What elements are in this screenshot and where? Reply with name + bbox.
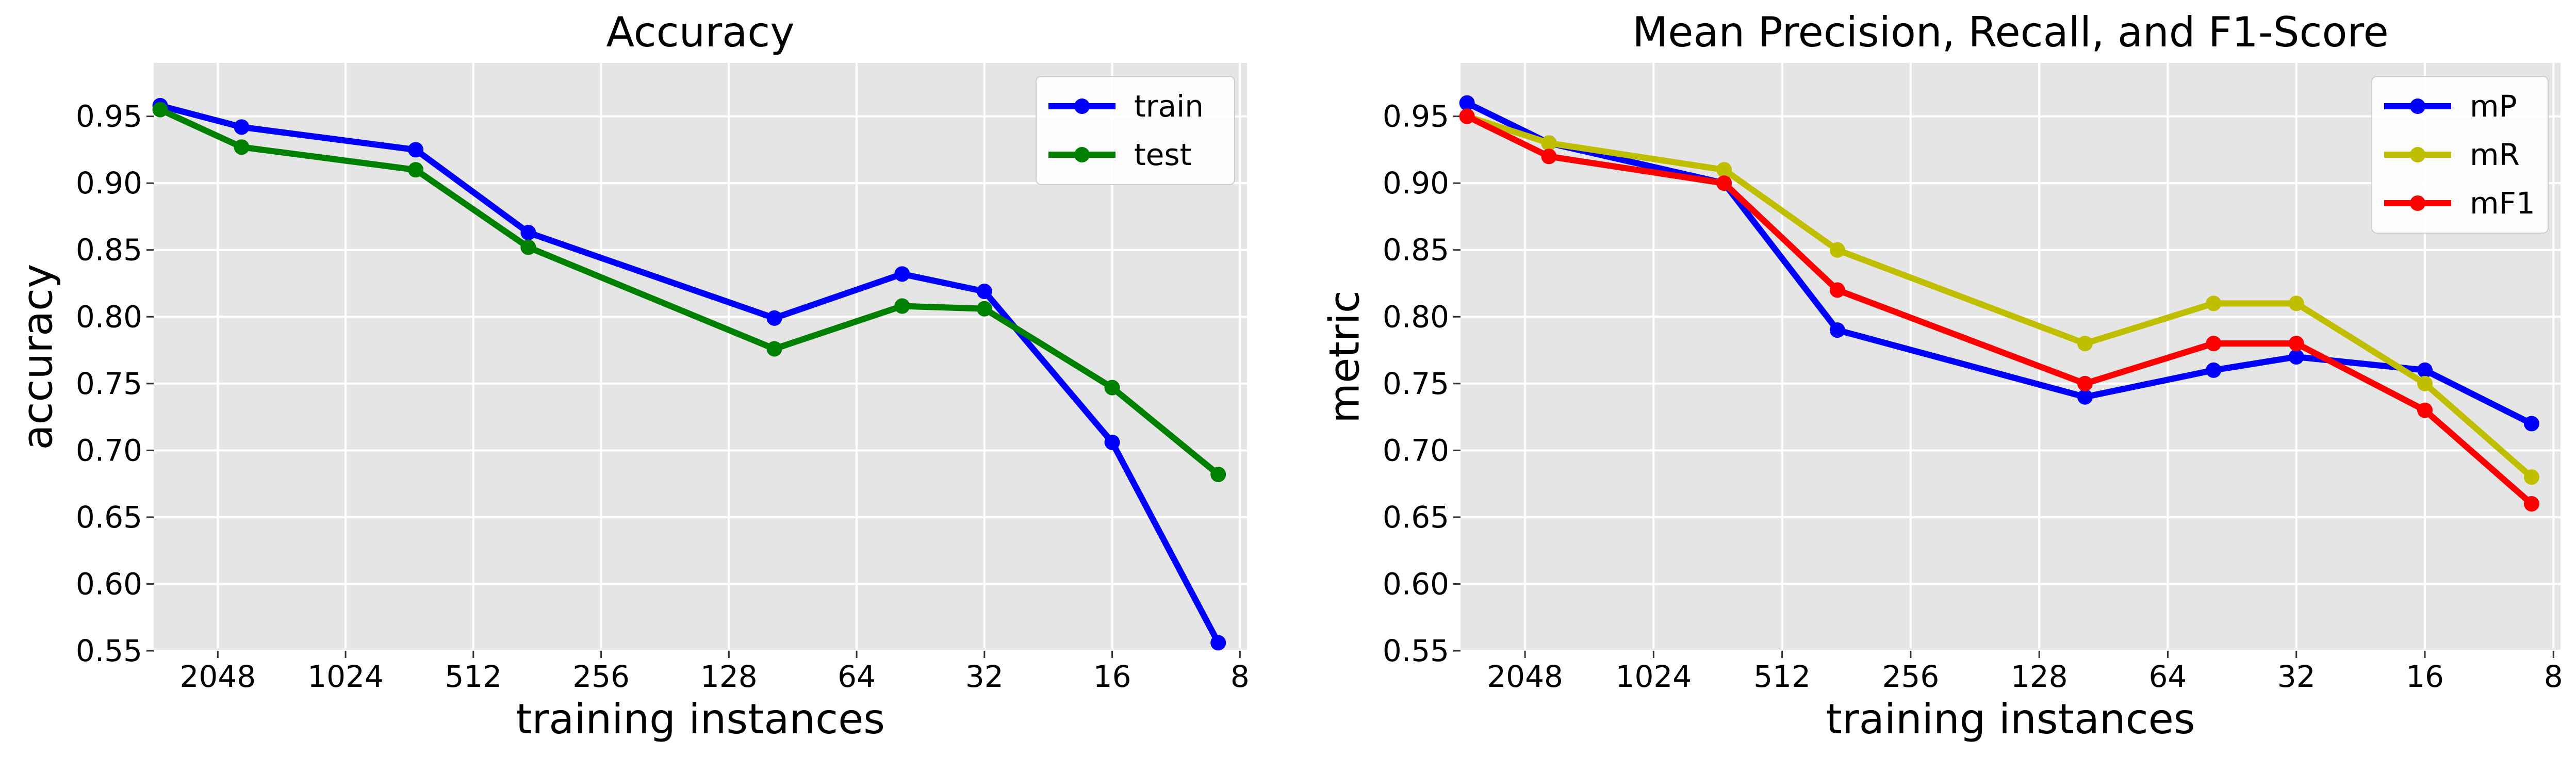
data-point-test	[520, 239, 536, 255]
data-point-train	[234, 119, 250, 135]
legend-label-mR: mR	[2470, 137, 2520, 172]
data-point-train	[520, 225, 536, 241]
y-tick-label: 0.55	[1383, 633, 1449, 668]
y-tick-label: 0.70	[76, 433, 142, 468]
data-point-train	[408, 142, 424, 158]
data-point-mP	[1829, 322, 1845, 338]
x-tick-label: 64	[2149, 659, 2187, 694]
x-tick-label: 256	[1882, 659, 1940, 694]
x-tick-label: 512	[445, 659, 502, 694]
data-point-mR	[2077, 336, 2093, 352]
legend-marker-mP	[2410, 98, 2425, 114]
x-axis-label: training instances	[1826, 695, 2195, 743]
y-tick-label: 0.65	[76, 500, 142, 535]
data-point-mP	[2077, 389, 2093, 405]
data-point-mF1	[1459, 108, 1475, 124]
legend-box	[2371, 76, 2549, 234]
data-point-mF1	[1541, 149, 1557, 164]
y-tick-label: 0.85	[76, 233, 142, 268]
data-point-mP	[1459, 95, 1475, 111]
x-tick-label: 8	[1230, 659, 1250, 694]
legend-label-test: test	[1134, 137, 1191, 172]
data-point-train	[766, 310, 782, 326]
y-tick-label: 0.70	[1383, 433, 1449, 468]
y-tick-label: 0.65	[1383, 500, 1449, 535]
data-point-test	[1210, 467, 1226, 482]
y-tick-label: 0.60	[1383, 566, 1449, 601]
data-point-mP	[2523, 416, 2539, 432]
data-point-train	[1210, 635, 1226, 651]
legend-marker-mF1	[2410, 195, 2425, 211]
x-tick-label: 1024	[307, 659, 384, 694]
x-tick-label: 128	[2011, 659, 2068, 694]
data-point-mP	[2206, 362, 2222, 378]
data-point-mR	[1541, 135, 1557, 151]
x-axis-label: training instances	[516, 695, 885, 743]
legend-label-mP: mP	[2470, 89, 2517, 124]
x-tick-label: 1024	[1616, 659, 1692, 694]
x-tick-label: 16	[1093, 659, 1131, 694]
data-point-test	[976, 301, 992, 317]
y-tick-label: 0.55	[76, 633, 142, 668]
data-point-mR	[1716, 162, 1732, 178]
precision-recall-f1-chart: 0.55 0.60 0.65 0.70 0.75 0.80 0.85 0.90 0.95 2048…	[1321, 8, 2563, 743]
data-point-mP	[2417, 362, 2433, 378]
x-tick-label: 128	[700, 659, 758, 694]
x-tick-label: 512	[1753, 659, 1811, 694]
legend-marker-test	[1074, 147, 1090, 162]
y-axis-label: metric	[1321, 290, 1369, 423]
accuracy-chart: 0.55 0.60 0.65 0.70 0.75 0.80 0.85 0.90 0.95 2048…	[14, 8, 1250, 743]
x-tick-label: 2048	[1487, 659, 1563, 694]
y-tick-label: 0.85	[1383, 233, 1449, 268]
y-tick-label: 0.80	[76, 299, 142, 334]
data-point-train	[894, 266, 910, 282]
x-tick-label: 32	[965, 659, 1004, 694]
data-point-test	[408, 162, 424, 178]
data-point-test	[1104, 380, 1120, 396]
data-point-mF1	[2288, 336, 2304, 352]
x-tick-label: 256	[572, 659, 630, 694]
data-point-mF1	[1829, 282, 1845, 298]
data-point-mF1	[2077, 375, 2093, 391]
data-point-mF1	[2417, 402, 2433, 418]
x-tick-label: 32	[2277, 659, 2316, 694]
chart-title: Mean Precision, Recall, and F1-Score	[1632, 8, 2389, 56]
data-point-mF1	[2523, 496, 2539, 512]
data-point-mR	[2523, 469, 2539, 485]
data-point-mF1	[2206, 336, 2222, 352]
x-tick-label: 8	[2544, 659, 2563, 694]
x-tick-label: 64	[838, 659, 876, 694]
y-tick-label: 0.95	[76, 99, 142, 134]
y-tick-label: 0.80	[1383, 299, 1449, 334]
data-point-train	[976, 284, 992, 300]
legend-label-train: train	[1134, 89, 1204, 124]
y-tick-label: 0.95	[1383, 99, 1449, 134]
chart-title: Accuracy	[606, 8, 794, 56]
data-point-mR	[1829, 242, 1845, 258]
y-tick-label: 0.75	[76, 366, 142, 401]
data-point-mR	[2206, 295, 2222, 311]
data-point-test	[894, 298, 910, 314]
legend-label-mF1: mF1	[2470, 186, 2535, 221]
y-tick-label: 0.75	[1383, 366, 1449, 401]
y-tick-label: 0.90	[76, 166, 142, 201]
data-point-mR	[2288, 295, 2304, 311]
legend-marker-mR	[2410, 147, 2425, 162]
legend-marker-train	[1074, 98, 1090, 114]
data-point-mR	[2417, 375, 2433, 391]
legend: train test	[1036, 76, 1235, 185]
x-tick-label: 2048	[180, 659, 256, 694]
y-tick-label: 0.90	[1383, 166, 1449, 201]
y-axis-label: accuracy	[14, 264, 62, 450]
data-point-test	[766, 341, 782, 357]
data-point-train	[1104, 434, 1120, 450]
data-point-mF1	[1716, 175, 1732, 191]
data-point-test	[152, 102, 168, 118]
data-point-test	[234, 139, 250, 155]
x-tick-label: 16	[2406, 659, 2444, 694]
y-tick-label: 0.60	[76, 566, 142, 601]
data-point-mP	[2288, 349, 2304, 365]
legend: mP mR mF1	[2371, 76, 2549, 234]
